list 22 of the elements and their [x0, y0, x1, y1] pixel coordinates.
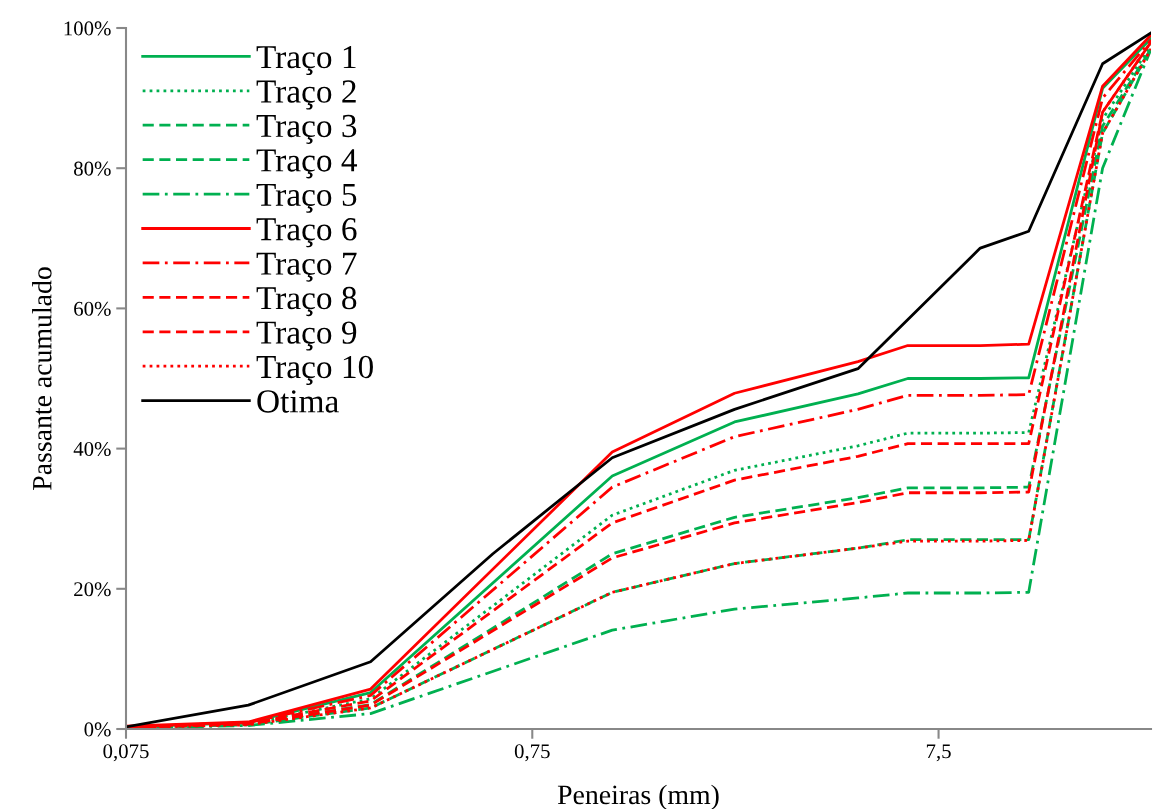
x-tick-label: 0,075 — [103, 744, 149, 762]
legend-label: Traço 8 — [256, 286, 357, 317]
y-axis-title: Passante acumulado — [32, 267, 52, 490]
y-tick-label: 80% — [74, 161, 111, 176]
legend-label: Otima — [257, 390, 339, 413]
legend-label: Traço 6 — [256, 218, 357, 248]
legend-label: Traço 4 — [256, 149, 358, 179]
y-tick-label: 0% — [84, 722, 111, 737]
y-tick-label: 100% — [64, 21, 111, 36]
legend-label: Traço 9 — [256, 321, 357, 351]
legend-label: Traço 1 — [256, 45, 356, 76]
legend-label: Traço 3 — [256, 114, 357, 144]
legend-label: Traço 5 — [256, 183, 357, 213]
legend-label: Traço 7 — [256, 252, 357, 282]
x-tick-label: 7,5 — [926, 744, 951, 762]
x-tick-label: 0,75 — [514, 744, 550, 762]
y-tick-label: 20% — [74, 582, 111, 597]
legend-label: Traço 10 — [256, 355, 373, 385]
y-tick-label: 40% — [73, 441, 111, 457]
legend-label: Traço 2 — [256, 80, 356, 110]
x-axis-title: Peneiras (mm) — [557, 784, 719, 809]
y-tick-label: 60% — [74, 301, 111, 316]
